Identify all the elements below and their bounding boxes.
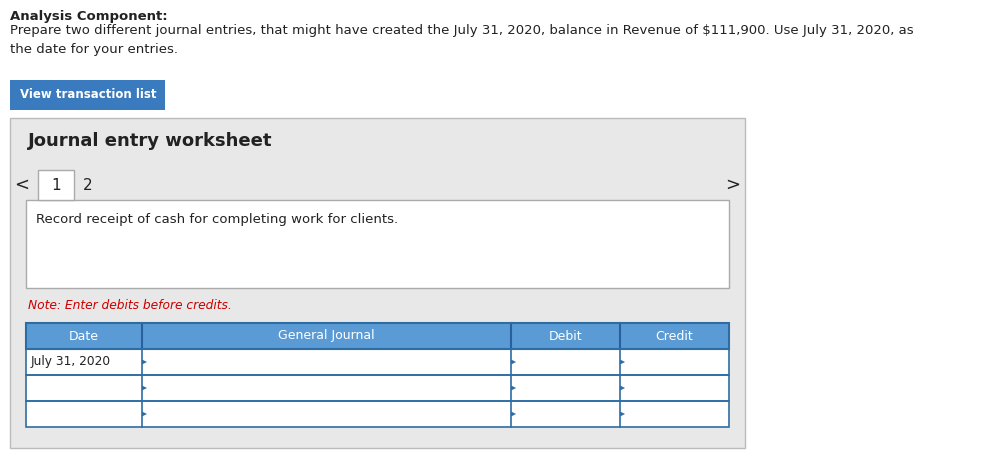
- Text: Record receipt of cash for completing work for clients.: Record receipt of cash for completing wo…: [36, 213, 398, 226]
- Text: Debit: Debit: [549, 330, 582, 342]
- Polygon shape: [142, 411, 147, 417]
- Text: General Journal: General Journal: [278, 330, 375, 342]
- Text: Journal entry worksheet: Journal entry worksheet: [28, 132, 272, 150]
- Polygon shape: [511, 359, 516, 364]
- Bar: [26, 375, 729, 401]
- Text: Credit: Credit: [656, 330, 693, 342]
- Bar: [10, 80, 165, 110]
- Bar: [26, 375, 729, 401]
- Polygon shape: [620, 386, 625, 391]
- Text: <: <: [15, 176, 29, 194]
- Polygon shape: [511, 411, 516, 417]
- Bar: [38, 170, 74, 200]
- Text: Note: Enter debits before credits.: Note: Enter debits before credits.: [28, 299, 232, 312]
- Bar: [26, 349, 729, 375]
- Bar: [26, 200, 729, 288]
- Bar: [26, 323, 729, 349]
- Bar: [26, 401, 729, 427]
- Bar: [26, 401, 729, 427]
- Text: >: >: [725, 176, 740, 194]
- Polygon shape: [142, 386, 147, 391]
- Bar: [26, 323, 729, 349]
- Bar: [10, 118, 745, 448]
- Text: Date: Date: [69, 330, 99, 342]
- Bar: [26, 349, 729, 375]
- Polygon shape: [142, 359, 147, 364]
- Text: 1: 1: [51, 178, 61, 193]
- Polygon shape: [620, 411, 625, 417]
- Text: 2: 2: [84, 178, 92, 193]
- Text: Analysis Component:: Analysis Component:: [10, 10, 168, 23]
- Polygon shape: [511, 386, 516, 391]
- Text: Prepare two different journal entries, that might have created the July 31, 2020: Prepare two different journal entries, t…: [10, 24, 913, 56]
- Polygon shape: [620, 359, 625, 364]
- Text: July 31, 2020: July 31, 2020: [31, 355, 111, 368]
- Text: View transaction list: View transaction list: [20, 88, 156, 101]
